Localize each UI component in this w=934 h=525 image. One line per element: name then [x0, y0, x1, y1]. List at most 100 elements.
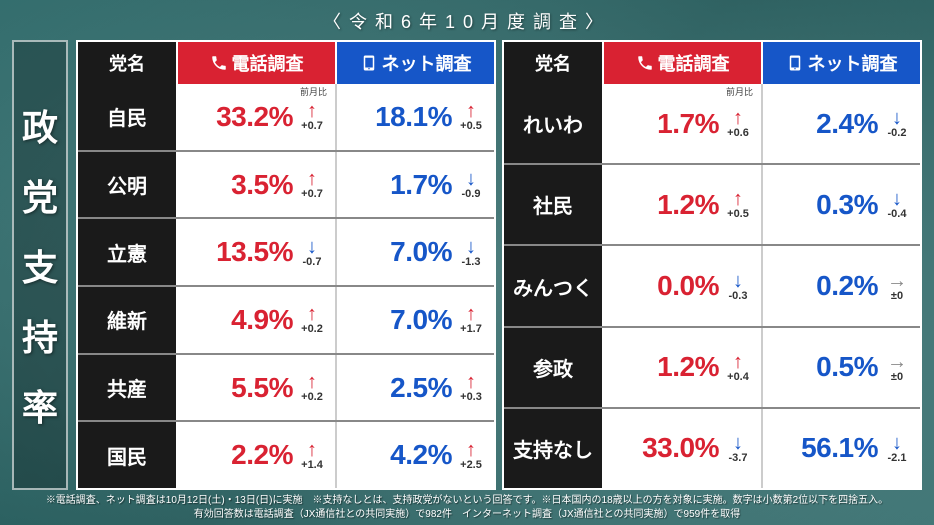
net-value-cell: 0.5%→±0: [763, 328, 920, 407]
trend-arrow-icon: ↓: [892, 108, 902, 128]
table-row: 国民2.2%↑+1.44.2%↑+2.5: [78, 420, 494, 488]
table-row: みんつく0.0%↓-0.30.2%→±0: [504, 244, 920, 325]
delta-value: +0.5: [727, 209, 749, 220]
net-percentage: 18.1%: [375, 101, 452, 133]
phone-percentage: 13.5%: [216, 236, 293, 268]
delta-value: -1.3: [462, 257, 481, 268]
col-header-net: ネット調査: [763, 42, 920, 84]
delta-value: ±0: [891, 372, 903, 383]
phone-percentage: 1.2%: [657, 189, 719, 221]
trend-arrow-icon: ↓: [733, 271, 743, 291]
delta-box: →±0: [880, 352, 914, 383]
net-percentage: 2.5%: [390, 372, 452, 404]
trend-arrow-icon: ↑: [466, 440, 476, 460]
net-value-cell: 0.3%↓-0.4: [763, 165, 920, 244]
table-header-row: 党名 電話調査 ネット調査: [504, 42, 920, 84]
delta-box: ↑+0.4: [721, 352, 755, 383]
delta-box: ↓-0.3: [721, 271, 755, 302]
delta-value: +0.4: [727, 372, 749, 383]
trend-arrow-icon: ↑: [307, 101, 317, 121]
delta-value: -3.7: [729, 453, 748, 464]
delta-value: +0.2: [301, 392, 323, 403]
col-header-party: 党名: [78, 42, 178, 84]
delta-box: →±0: [880, 271, 914, 302]
phone-percentage: 4.9%: [231, 304, 293, 336]
poll-table-right: 党名 電話調査 ネット調査 れいわ前月比1.7%↑+0.62.4%↓-0.2社民…: [502, 40, 922, 490]
delta-box: ↑+0.6: [721, 108, 755, 139]
net-percentage: 7.0%: [390, 236, 452, 268]
phone-percentage: 3.5%: [231, 169, 293, 201]
phone-value-cell: 13.5%↓-0.7: [178, 219, 337, 285]
device-icon: [360, 54, 378, 72]
table-row: れいわ前月比1.7%↑+0.62.4%↓-0.2: [504, 84, 920, 163]
delta-box: ↑+0.7: [295, 101, 329, 132]
col-header-net-label: ネット調査: [382, 50, 472, 76]
delta-box: ↓-0.7: [295, 237, 329, 268]
delta-box: ↑+0.5: [454, 101, 488, 132]
phone-icon: [636, 54, 654, 72]
col-header-phone-label: 電話調査: [232, 50, 304, 76]
net-value-cell: 2.4%↓-0.2: [763, 84, 920, 163]
phone-percentage: 2.2%: [231, 439, 293, 471]
party-name-cell: 維新: [78, 287, 178, 353]
col-header-phone-label: 電話調査: [658, 50, 730, 76]
footnote-line: 有効回答数は電話調査（JX通信社との共同実施）で982件 インターネット調査（J…: [12, 508, 922, 522]
party-name-cell: 参政: [504, 328, 604, 407]
net-percentage: 2.4%: [816, 108, 878, 140]
trend-arrow-icon: ↓: [892, 189, 902, 209]
net-value-cell: 4.2%↑+2.5: [337, 422, 494, 488]
delta-value: +1.7: [460, 324, 482, 335]
phone-percentage: 0.0%: [657, 270, 719, 302]
phone-percentage: 33.2%: [216, 101, 293, 133]
delta-value: -0.9: [462, 189, 481, 200]
month-over-month-label: 前月比: [726, 85, 753, 98]
net-value-cell: 56.1%↓-2.1: [763, 409, 920, 488]
net-percentage: 7.0%: [390, 304, 452, 336]
delta-value: +2.5: [460, 460, 482, 471]
net-percentage: 0.5%: [816, 351, 878, 383]
phone-value-cell: 3.5%↑+0.7: [178, 152, 337, 218]
side-title-char: 党: [22, 169, 58, 221]
table-row: 公明3.5%↑+0.71.7%↓-0.9: [78, 150, 494, 218]
delta-box: ↑+2.5: [454, 440, 488, 471]
chart-main-title: 政党支持率: [12, 40, 68, 490]
table-row: 自民前月比33.2%↑+0.718.1%↑+0.5: [78, 84, 494, 150]
delta-box: ↑+0.7: [295, 169, 329, 200]
party-name-cell: 自民: [78, 84, 178, 150]
phone-percentage: 5.5%: [231, 372, 293, 404]
delta-box: ↑+0.2: [295, 372, 329, 403]
trend-arrow-icon: ↓: [307, 237, 317, 257]
net-value-cell: 7.0% ↑+1.7: [337, 287, 494, 353]
net-value-cell: 18.1%↑+0.5: [337, 84, 494, 150]
phone-value-cell: 前月比 1.7%↑+0.6: [604, 84, 763, 163]
net-percentage: 0.2%: [816, 270, 878, 302]
trend-arrow-icon: →: [887, 352, 907, 372]
trend-arrow-icon: ↑: [307, 440, 317, 460]
survey-period-title: 〈令和6年10月度調査〉: [12, 8, 922, 34]
side-title-char: 率: [22, 379, 58, 431]
phone-value-cell: 0.0%↓-0.3: [604, 246, 763, 325]
delta-value: +0.6: [727, 128, 749, 139]
delta-value: -0.4: [888, 209, 907, 220]
phone-percentage: 33.0%: [642, 432, 719, 464]
side-title-char: 政: [22, 99, 58, 151]
delta-box: ↓-0.2: [880, 108, 914, 139]
phone-value-cell: 33.0%↓-3.7: [604, 409, 763, 488]
col-header-phone: 電話調査: [604, 42, 763, 84]
trend-arrow-icon: ↑: [466, 101, 476, 121]
side-title-char: 持: [22, 309, 58, 361]
trend-arrow-icon: ↑: [466, 304, 476, 324]
delta-box: ↓-0.9: [454, 169, 488, 200]
phone-value-cell: 1.2% ↑+0.5: [604, 165, 763, 244]
phone-value-cell: 4.9%↑+0.2: [178, 287, 337, 353]
party-name-cell: 社民: [504, 165, 604, 244]
trend-arrow-icon: ↑: [307, 304, 317, 324]
table-row: 共産5.5%↑+0.22.5%↑+0.3: [78, 353, 494, 421]
poll-table-left: 党名 電話調査 ネット調査 自民前月比33.2%↑+0.718.1%↑+0.5公…: [76, 40, 496, 490]
phone-value-cell: 前月比33.2%↑+0.7: [178, 84, 337, 150]
net-percentage: 56.1%: [801, 432, 878, 464]
delta-value: +0.7: [301, 189, 323, 200]
phone-percentage: 1.7%: [657, 108, 719, 140]
trend-arrow-icon: ↑: [733, 189, 743, 209]
delta-box: ↑+0.3: [454, 372, 488, 403]
